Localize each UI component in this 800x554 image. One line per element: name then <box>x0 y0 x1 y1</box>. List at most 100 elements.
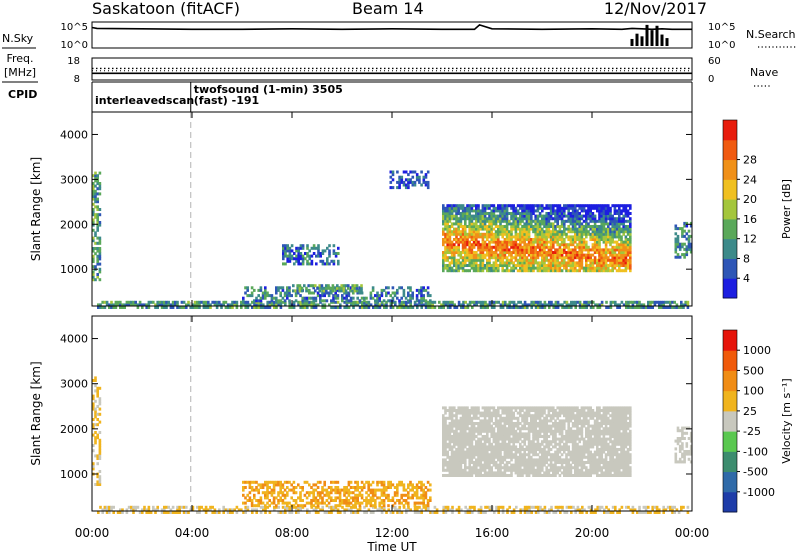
velocity-cell <box>512 440 515 444</box>
power-cell <box>202 306 206 309</box>
velocity-cell <box>246 508 250 512</box>
velocity-cell <box>488 458 491 462</box>
velocity-cell <box>457 440 460 444</box>
velocity-cell <box>499 453 502 457</box>
power-cell <box>530 303 533 307</box>
power-cell <box>477 217 480 221</box>
power-cell <box>613 206 617 210</box>
power-cell <box>398 306 401 309</box>
power-cell <box>554 214 557 218</box>
power-cell <box>615 222 619 226</box>
power-cell <box>626 209 630 213</box>
power-cell <box>609 300 613 304</box>
power-cell <box>272 296 276 300</box>
power-cell <box>519 240 522 244</box>
power-cell <box>453 217 456 221</box>
power-cell <box>244 291 247 295</box>
power-cell <box>512 214 515 218</box>
velocity-cell <box>209 505 212 509</box>
power-cell <box>92 174 95 178</box>
velocity-cell <box>422 496 425 500</box>
power-cell <box>578 251 581 254</box>
power-cell <box>589 217 592 221</box>
power-cell <box>446 212 449 215</box>
power-cell <box>92 257 95 261</box>
power-cell <box>415 299 419 303</box>
velocity-cell <box>488 466 491 470</box>
power-cell <box>560 253 564 257</box>
velocity-cell <box>477 474 480 477</box>
power-cell <box>446 206 449 210</box>
power-cell <box>576 256 579 260</box>
velocity-cell <box>459 442 463 446</box>
velocity-cell <box>169 511 173 514</box>
velocity-cell <box>649 511 652 514</box>
power-cell <box>442 269 445 273</box>
velocity-cell <box>330 505 333 509</box>
velocity-cell <box>459 445 463 449</box>
power-cell <box>442 230 445 234</box>
power-cell <box>501 235 504 239</box>
velocity-cell <box>468 419 471 423</box>
power-cell <box>470 245 474 249</box>
power-cell <box>615 227 619 231</box>
velocity-cell <box>288 501 291 505</box>
power-cell <box>626 238 630 241</box>
power-cell <box>493 300 496 304</box>
power-cell <box>683 229 686 233</box>
velocity-cell <box>446 442 449 446</box>
power-cell <box>317 246 320 250</box>
power-cell <box>448 230 452 234</box>
power-cell <box>389 303 393 307</box>
power-cell <box>448 238 452 241</box>
velocity-cell <box>268 491 271 495</box>
power-cell <box>282 254 285 258</box>
velocity-cell <box>526 511 529 514</box>
power-cell <box>349 296 353 300</box>
power-cell <box>446 258 449 262</box>
velocity-cell <box>393 501 397 505</box>
velocity-cell <box>98 386 102 390</box>
power-cell <box>492 222 496 226</box>
power-cell <box>431 300 434 304</box>
power-cell <box>591 225 595 228</box>
velocity-cell <box>400 483 403 487</box>
power-cell <box>552 306 555 309</box>
power-cell <box>191 306 195 309</box>
velocity-cell <box>481 414 485 418</box>
velocity-cell <box>444 442 447 446</box>
velocity-cell <box>497 458 500 462</box>
power-cell <box>369 291 373 295</box>
power-cell <box>446 245 449 249</box>
power-cell <box>580 245 584 249</box>
velocity-cell <box>497 432 500 436</box>
power-cell <box>613 266 617 270</box>
velocity-cell <box>411 488 414 492</box>
velocity-cell <box>459 432 463 436</box>
power-cell <box>508 235 511 239</box>
power-cell <box>585 243 588 247</box>
power-cell <box>372 306 375 309</box>
power-cell <box>301 244 305 248</box>
velocity-cell <box>446 453 449 457</box>
power-cell <box>464 258 467 262</box>
power-cell <box>402 303 406 307</box>
velocity-cell <box>446 409 449 412</box>
power-cell <box>481 217 485 221</box>
power-cell <box>622 245 625 249</box>
power-cell <box>589 258 592 262</box>
power-cell <box>492 261 496 265</box>
velocity-cell <box>396 486 399 489</box>
velocity-cell <box>490 474 493 477</box>
power-cell <box>374 299 377 303</box>
velocity-cell <box>499 432 502 436</box>
power-cell <box>620 222 623 226</box>
velocity-cell <box>363 505 366 509</box>
velocity-cell <box>92 444 95 447</box>
velocity-cell <box>501 424 504 428</box>
power-cell <box>288 246 292 250</box>
power-cell <box>488 264 491 267</box>
velocity-cell <box>494 424 498 428</box>
power-cell <box>550 300 553 304</box>
velocity-cell <box>330 486 333 489</box>
